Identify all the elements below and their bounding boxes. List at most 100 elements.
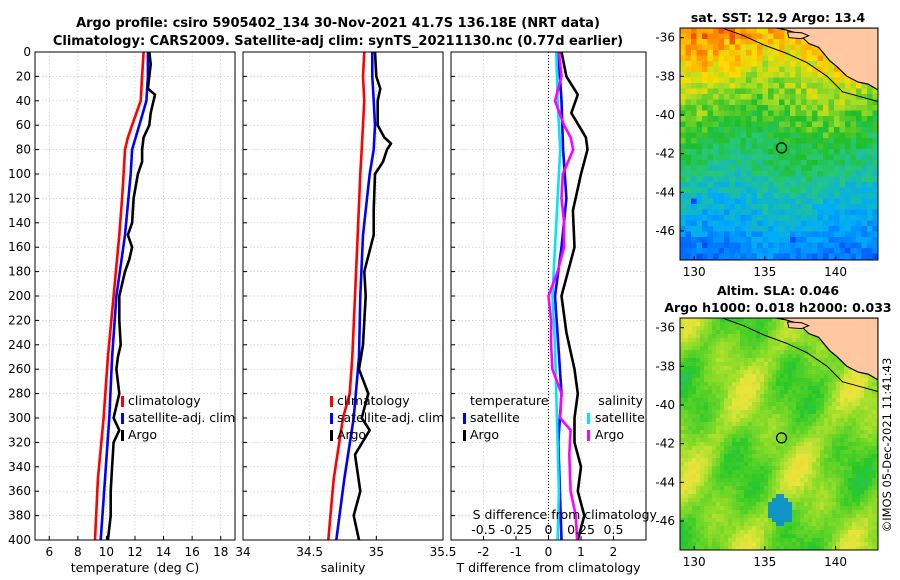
map-cell [779,132,785,139]
map-cell [728,338,733,343]
map-cell [688,502,693,507]
map-cell [860,526,865,531]
map-cell [768,66,774,73]
map-cell [748,482,753,487]
map-cell [716,342,721,347]
map-cell [760,354,765,359]
map-cell [844,410,849,415]
map-cell [768,138,774,144]
map-cell [856,494,861,499]
salinity-panel: 34 34.5 35 35.5salinityclimatologysatellite… [235,51,456,575]
map-cell [779,231,785,238]
map-cell [812,105,818,111]
map-cell [748,518,753,523]
map-cell [844,370,849,375]
map-cell [872,434,877,439]
map-cell [867,154,873,161]
map-cell [834,143,840,150]
map-cell [740,215,747,221]
map-cell [820,470,825,475]
map-cell [780,470,785,475]
map-cell [744,338,749,343]
map-cell [760,430,765,435]
map-cell [790,55,796,62]
x-axis-label: salinity [321,560,366,575]
map-cell [716,402,721,407]
map-cell [780,410,785,415]
map-cell [812,220,818,227]
map-cell [740,44,747,51]
map-cell [812,446,817,451]
map-cell [792,406,797,411]
map-cell [867,143,873,150]
map-cell [784,83,791,89]
map-cell [748,486,753,491]
map-cell [800,434,805,439]
map-cell [680,510,685,515]
map-cell [808,402,813,407]
map-cell [740,502,745,507]
map-cell [764,402,769,407]
map-cell [788,410,793,415]
map-cell [872,99,878,106]
map-cell [868,486,873,491]
map-cell [688,510,693,515]
map-cell [792,362,797,367]
sla-map-title-line2: Argo h1000: 0.018 h2000: 0.033 [664,300,891,315]
map-cell [716,446,721,451]
map-cell [776,514,781,519]
map-cell [720,534,725,539]
map-cell [696,171,703,177]
map-cell [784,237,791,243]
map-cell [728,546,733,550]
map-cell [696,366,701,371]
map-cell [823,198,829,205]
map-cell [776,362,781,367]
map-cell [840,374,845,379]
map-cell [788,538,793,543]
map-cell [812,482,817,487]
map-cell [840,366,845,371]
map-cell [788,546,793,550]
map-cell [700,462,705,467]
map-cell [864,430,869,435]
map-cell [724,116,730,122]
map-cell [832,510,837,515]
map-cell [808,538,813,543]
map-cell [820,366,825,371]
map-cell [752,542,757,547]
map-cell [856,242,862,249]
map-cell [780,434,785,439]
map-cell [740,237,747,243]
map-cell [773,154,780,161]
map-cell [804,502,809,507]
map-cell [768,72,774,78]
map-cell [772,458,777,463]
map-cell [691,248,697,254]
map-cell [713,66,719,73]
map-cell [712,542,717,547]
map-cell [757,66,763,73]
map-cell [712,474,717,479]
map-cell [804,398,809,403]
map-cell [876,502,878,507]
map-cell [746,215,752,221]
map-cell [845,187,851,194]
map-cell [700,446,705,451]
map-cell [708,414,713,419]
map-cell [680,105,686,111]
map-cell [684,534,689,539]
map-cell [824,434,829,439]
map-cell [848,510,853,515]
map-cell [845,99,851,106]
map-cell [700,426,705,431]
map-cell [708,506,713,511]
map-cell [724,486,729,491]
map-cell [836,510,841,515]
map-cell [736,466,741,471]
map-cell [776,482,781,487]
map-cell [729,121,736,128]
map-cell [696,458,701,463]
map-cell [772,318,777,323]
map-cell [732,370,737,375]
